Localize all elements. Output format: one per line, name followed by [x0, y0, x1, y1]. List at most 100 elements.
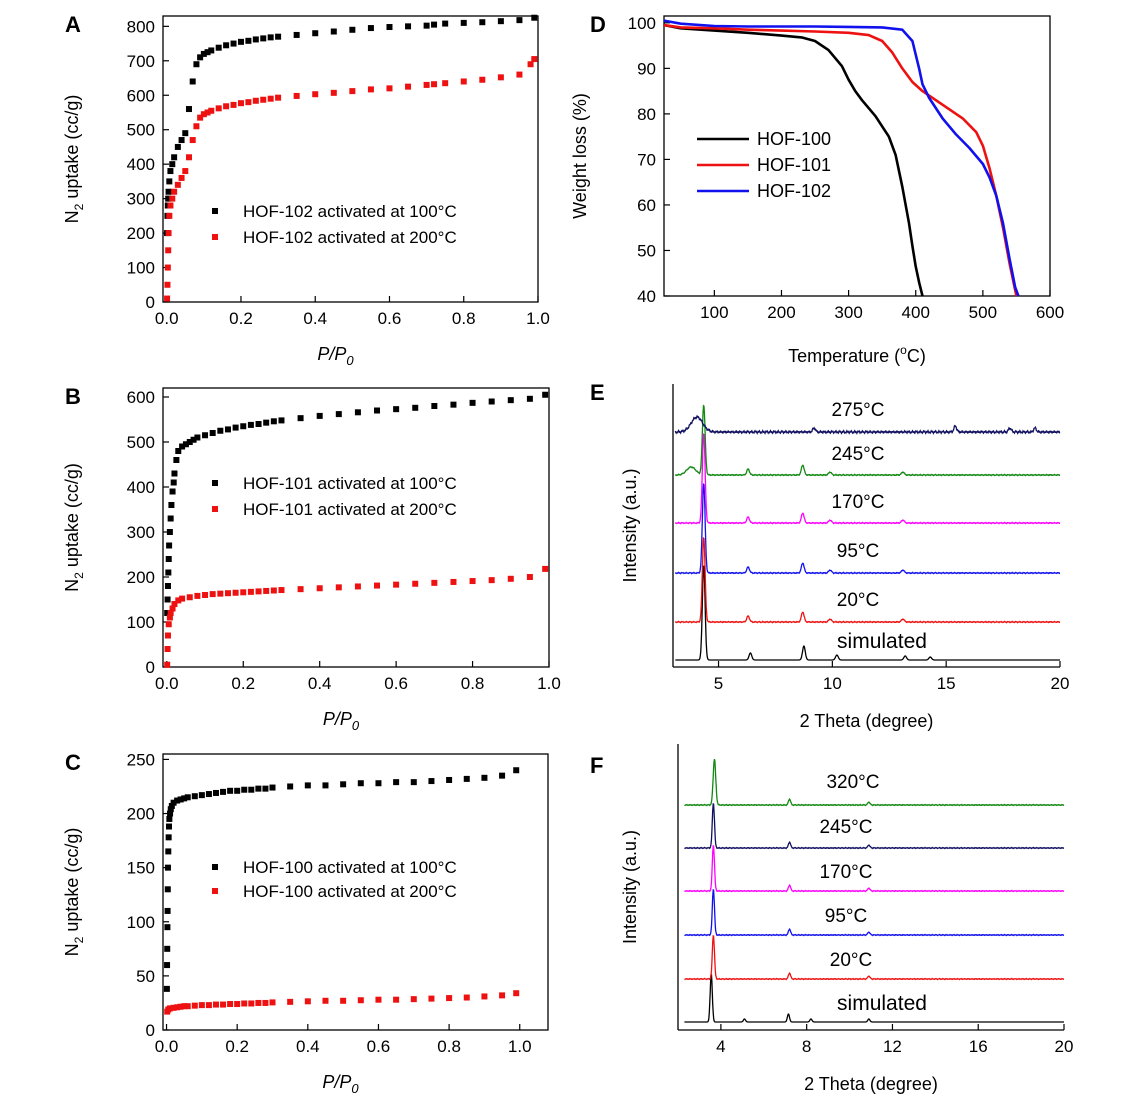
y-tick-label: 200	[127, 224, 155, 243]
pattern-170c	[674, 433, 1061, 525]
data-point	[165, 230, 172, 237]
data-point	[375, 996, 382, 1003]
legend-label: HOF-101 activated at 200°C	[243, 500, 457, 519]
data-point	[393, 406, 400, 413]
x-tick-label: 20	[1055, 1037, 1074, 1056]
series-hof-100	[663, 23, 924, 297]
data-point	[405, 83, 412, 90]
y-tick-label: 600	[127, 388, 155, 407]
data-point	[164, 264, 171, 271]
pattern-20c	[674, 536, 1061, 624]
data-point	[431, 579, 438, 586]
data-point	[269, 784, 276, 791]
data-point	[412, 580, 419, 587]
y-tick-label: 90	[637, 59, 656, 78]
pattern-label: simulated	[837, 630, 927, 653]
data-point	[166, 614, 173, 621]
y-tick-label: 800	[127, 17, 155, 36]
data-point	[248, 1000, 255, 1007]
data-point	[386, 85, 393, 92]
data-point	[237, 100, 244, 107]
data-point	[164, 632, 171, 639]
plot-frame	[162, 753, 549, 1031]
x-tick-label: 15	[937, 674, 956, 693]
data-point	[405, 23, 412, 30]
y-tick-label: 700	[127, 52, 155, 71]
panel-letter: E	[590, 380, 605, 405]
data-point	[209, 430, 216, 436]
pattern-label: 275°C	[831, 400, 884, 421]
data-point	[171, 601, 178, 607]
x-axis-label: Temperature (oC)	[788, 343, 926, 366]
y-tick-label: 70	[637, 150, 656, 169]
x-tick-label: 0.4	[296, 1037, 320, 1056]
y-tick-label: 400	[127, 155, 155, 174]
plot-frame	[162, 387, 550, 668]
data-point	[357, 997, 364, 1004]
x-tick-label: 100	[700, 303, 728, 322]
y-axis-label: Intensity (a.u.)	[620, 830, 640, 944]
data-point	[164, 583, 171, 589]
x-tick-label: 1.0	[508, 1037, 532, 1056]
data-point	[410, 779, 417, 786]
data-point	[208, 107, 215, 114]
data-point	[232, 589, 239, 596]
data-point	[516, 71, 523, 78]
data-point	[312, 30, 319, 37]
y-tick-label: 300	[127, 523, 155, 542]
y-tick-label: 400	[127, 478, 155, 497]
y-axis-label: Intensity (a.u.)	[620, 468, 640, 582]
data-point	[164, 864, 171, 871]
data-point	[177, 1003, 184, 1010]
pattern-275c	[674, 414, 1061, 435]
panel-letter: D	[590, 12, 606, 37]
data-point	[240, 589, 247, 596]
x-axis-label: 2 Theta (degree)	[800, 711, 934, 731]
data-point	[241, 1000, 248, 1007]
data-point	[165, 834, 172, 841]
y-tick-label: 200	[127, 568, 155, 587]
panel-letter: F	[590, 753, 603, 778]
data-point	[267, 95, 274, 102]
data-point	[330, 28, 337, 35]
data-point	[164, 661, 171, 668]
data-point	[255, 785, 262, 792]
pattern-20c	[684, 935, 1065, 981]
pattern-95c	[684, 889, 1065, 937]
data-point	[446, 776, 453, 783]
data-point	[224, 426, 231, 433]
data-point	[167, 610, 174, 616]
data-point	[278, 417, 285, 424]
data-point	[542, 391, 549, 398]
pattern-label: 245°C	[831, 444, 884, 465]
data-point	[217, 427, 224, 434]
data-point	[349, 88, 356, 95]
x-tick-label: 0.4	[308, 674, 332, 693]
pattern-170c	[684, 845, 1065, 893]
data-point	[252, 97, 259, 104]
pattern-245c	[674, 404, 1061, 477]
data-point	[174, 797, 181, 804]
data-point	[393, 581, 400, 588]
data-point	[215, 105, 222, 112]
x-tick-label: 0.0	[155, 674, 179, 693]
data-point	[497, 74, 504, 81]
panel-letter: A	[65, 12, 81, 37]
data-point	[191, 793, 198, 800]
data-point	[167, 515, 174, 522]
data-point	[167, 806, 174, 813]
y-tick-label: 500	[127, 433, 155, 452]
data-point	[469, 399, 476, 406]
data-point	[169, 195, 176, 202]
data-point	[202, 592, 209, 598]
pattern-label: 95°C	[837, 541, 879, 562]
data-point	[164, 907, 171, 914]
legend-label: HOF-100	[757, 129, 831, 149]
y-tick-label: 0	[146, 293, 155, 312]
data-point	[186, 439, 193, 445]
y-tick-label: 60	[637, 196, 656, 215]
y-tick-label: 100	[628, 14, 656, 33]
data-point	[270, 418, 277, 425]
data-point	[164, 886, 171, 893]
data-point	[287, 783, 294, 790]
